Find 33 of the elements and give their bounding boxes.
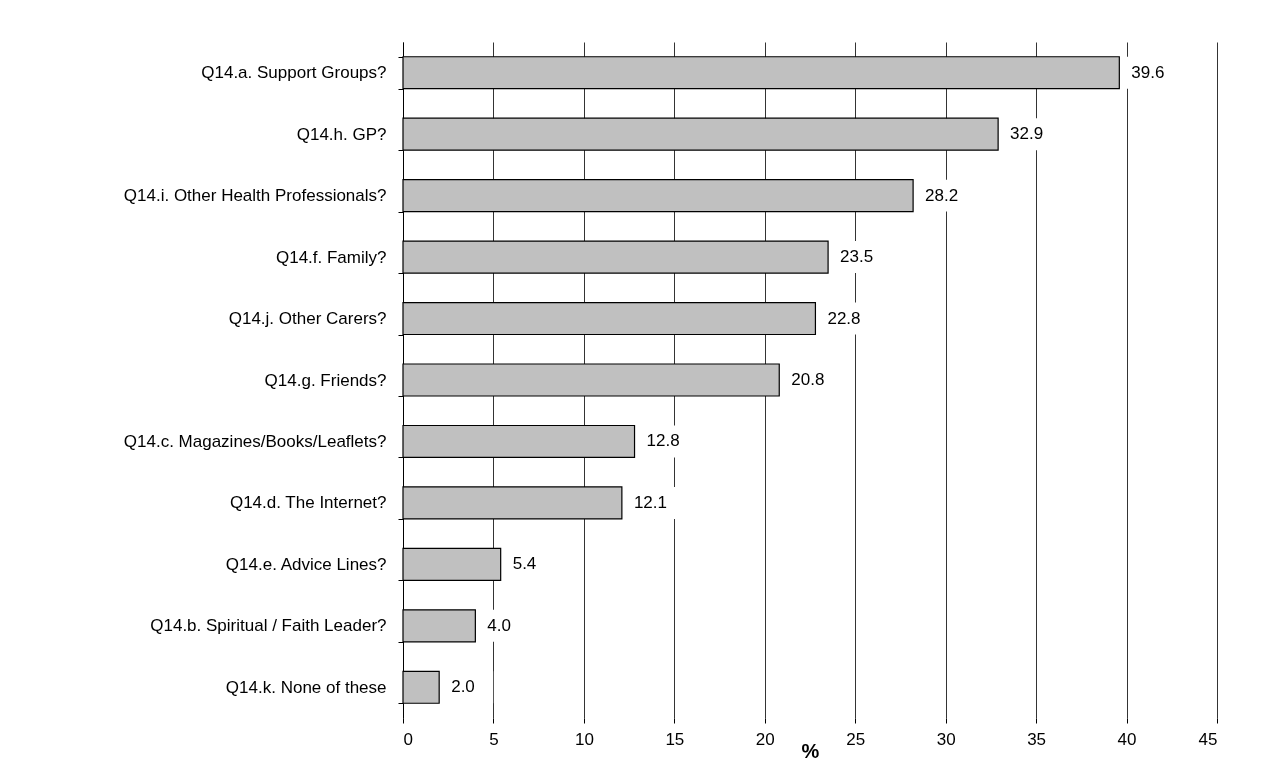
x-tick-label: 10 <box>574 729 594 749</box>
data-label: 20.8 <box>791 370 825 389</box>
x-tick-label: 5 <box>489 729 499 749</box>
x-tick-label: 15 <box>665 729 685 749</box>
x-axis-title: % <box>801 739 820 762</box>
x-tick-label: 25 <box>846 729 866 749</box>
data-label: 22.8 <box>827 308 861 328</box>
data-label: 12.1 <box>633 492 667 512</box>
x-tick-label: 30 <box>936 729 956 749</box>
data-label: 4.0 <box>487 615 511 635</box>
y-tick-label: Q14.c. Magazines/Books/Leaflets? <box>123 431 387 451</box>
data-label: 23.5 <box>840 247 874 267</box>
data-label: 5.4 <box>512 554 537 574</box>
data-label: 39.6 <box>1131 62 1165 82</box>
y-tick-label: Q14.j. Other Carers? <box>228 309 387 329</box>
x-tick-label: 20 <box>755 729 775 749</box>
x-tick-label: 40 <box>1117 729 1137 749</box>
y-tick-label: Q14.g. Friends? <box>264 370 387 390</box>
x-tick-label: 35 <box>1027 729 1047 749</box>
data-label: 28.2 <box>925 185 959 205</box>
data-label: 12.8 <box>646 431 680 451</box>
y-tick-label: Q14.a. Support Groups? <box>201 63 387 83</box>
x-tick-label: 45 <box>1198 729 1218 749</box>
data-label: 2.0 <box>451 677 475 697</box>
y-tick-label: Q14.h. GP? <box>296 124 387 144</box>
y-tick-label: Q14.b. Spiritual / Faith Leader? <box>150 616 387 636</box>
y-tick-label: Q14.f. Family? <box>275 247 387 267</box>
y-tick-label: Q14.e. Advice Lines? <box>225 554 387 574</box>
x-tick-label: 0 <box>403 729 413 749</box>
data-label: 32.9 <box>1010 124 1044 144</box>
y-tick-label: Q14.d. The Internet? <box>229 493 387 513</box>
y-tick-label: Q14.k. None of these <box>225 677 387 697</box>
y-tick-label: Q14.i. Other Health Professionals? <box>123 186 387 206</box>
